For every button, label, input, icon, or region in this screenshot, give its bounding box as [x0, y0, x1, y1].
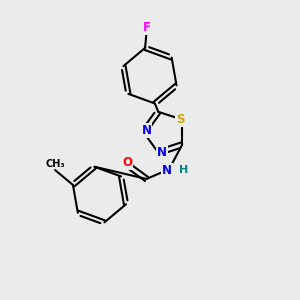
Text: N: N: [162, 164, 172, 176]
Text: H: H: [179, 165, 188, 175]
Text: S: S: [176, 113, 185, 126]
Text: F: F: [142, 21, 151, 34]
Text: O: O: [122, 156, 132, 169]
Text: N: N: [157, 146, 167, 159]
Text: CH₃: CH₃: [45, 159, 65, 169]
Text: N: N: [141, 124, 152, 137]
